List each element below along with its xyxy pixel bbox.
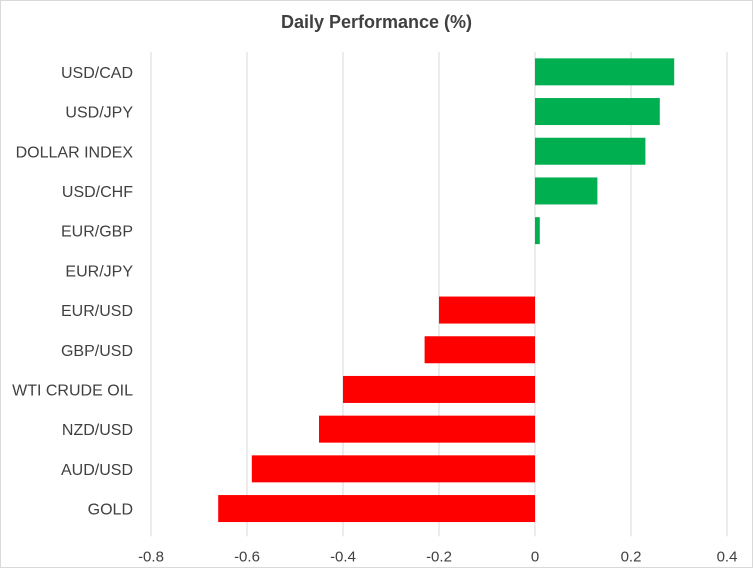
- bars: [218, 58, 675, 523]
- bar-eur-gbp: [535, 217, 540, 245]
- x-tick-label: 0.2: [621, 548, 642, 565]
- category-label: EUR/USD: [61, 303, 133, 320]
- category-label: DOLLAR INDEX: [16, 144, 134, 161]
- x-tick-label: -0.6: [234, 548, 260, 565]
- category-label: GBP/USD: [61, 343, 133, 360]
- bar-nzd-usd: [319, 415, 535, 443]
- bar-usd-jpy: [535, 98, 660, 126]
- x-tick-label: -0.2: [426, 548, 452, 565]
- category-label: USD/CHF: [62, 184, 133, 201]
- bar-aud-usd: [251, 455, 536, 483]
- x-tick-label: -0.8: [138, 548, 164, 565]
- chart-title: Daily Performance (%): [280, 12, 473, 32]
- bar-eur-usd: [439, 296, 535, 324]
- category-label: EUR/JPY: [65, 263, 133, 280]
- category-labels: USD/CAD USD/JPY DOLLAR INDEX USD/CHF EUR/GBP…: [12, 65, 133, 519]
- category-label: AUD/USD: [61, 462, 133, 479]
- bar-wti-crude-oil: [343, 375, 535, 403]
- x-tick-label: 0.4: [717, 548, 738, 565]
- x-axis-tick-labels: -0.8 -0.6 -0.4 -0.2 0 0.2 0.4: [138, 548, 737, 565]
- category-label: WTI CRUDE OIL: [12, 382, 133, 399]
- category-label: USD/JPY: [65, 105, 133, 122]
- x-tick-label: -0.4: [330, 548, 356, 565]
- category-label: EUR/GBP: [61, 224, 133, 241]
- category-label: USD/CAD: [61, 65, 133, 82]
- bar-gbp-usd: [424, 336, 535, 364]
- x-tick-label: 0: [531, 548, 539, 565]
- category-label: GOLD: [88, 502, 133, 519]
- bar-gold: [218, 495, 535, 523]
- bar-usd-chf: [535, 177, 598, 205]
- category-label: NZD/USD: [62, 422, 133, 439]
- bar-usd-cad: [535, 58, 675, 86]
- bar-dollar-index: [535, 137, 646, 165]
